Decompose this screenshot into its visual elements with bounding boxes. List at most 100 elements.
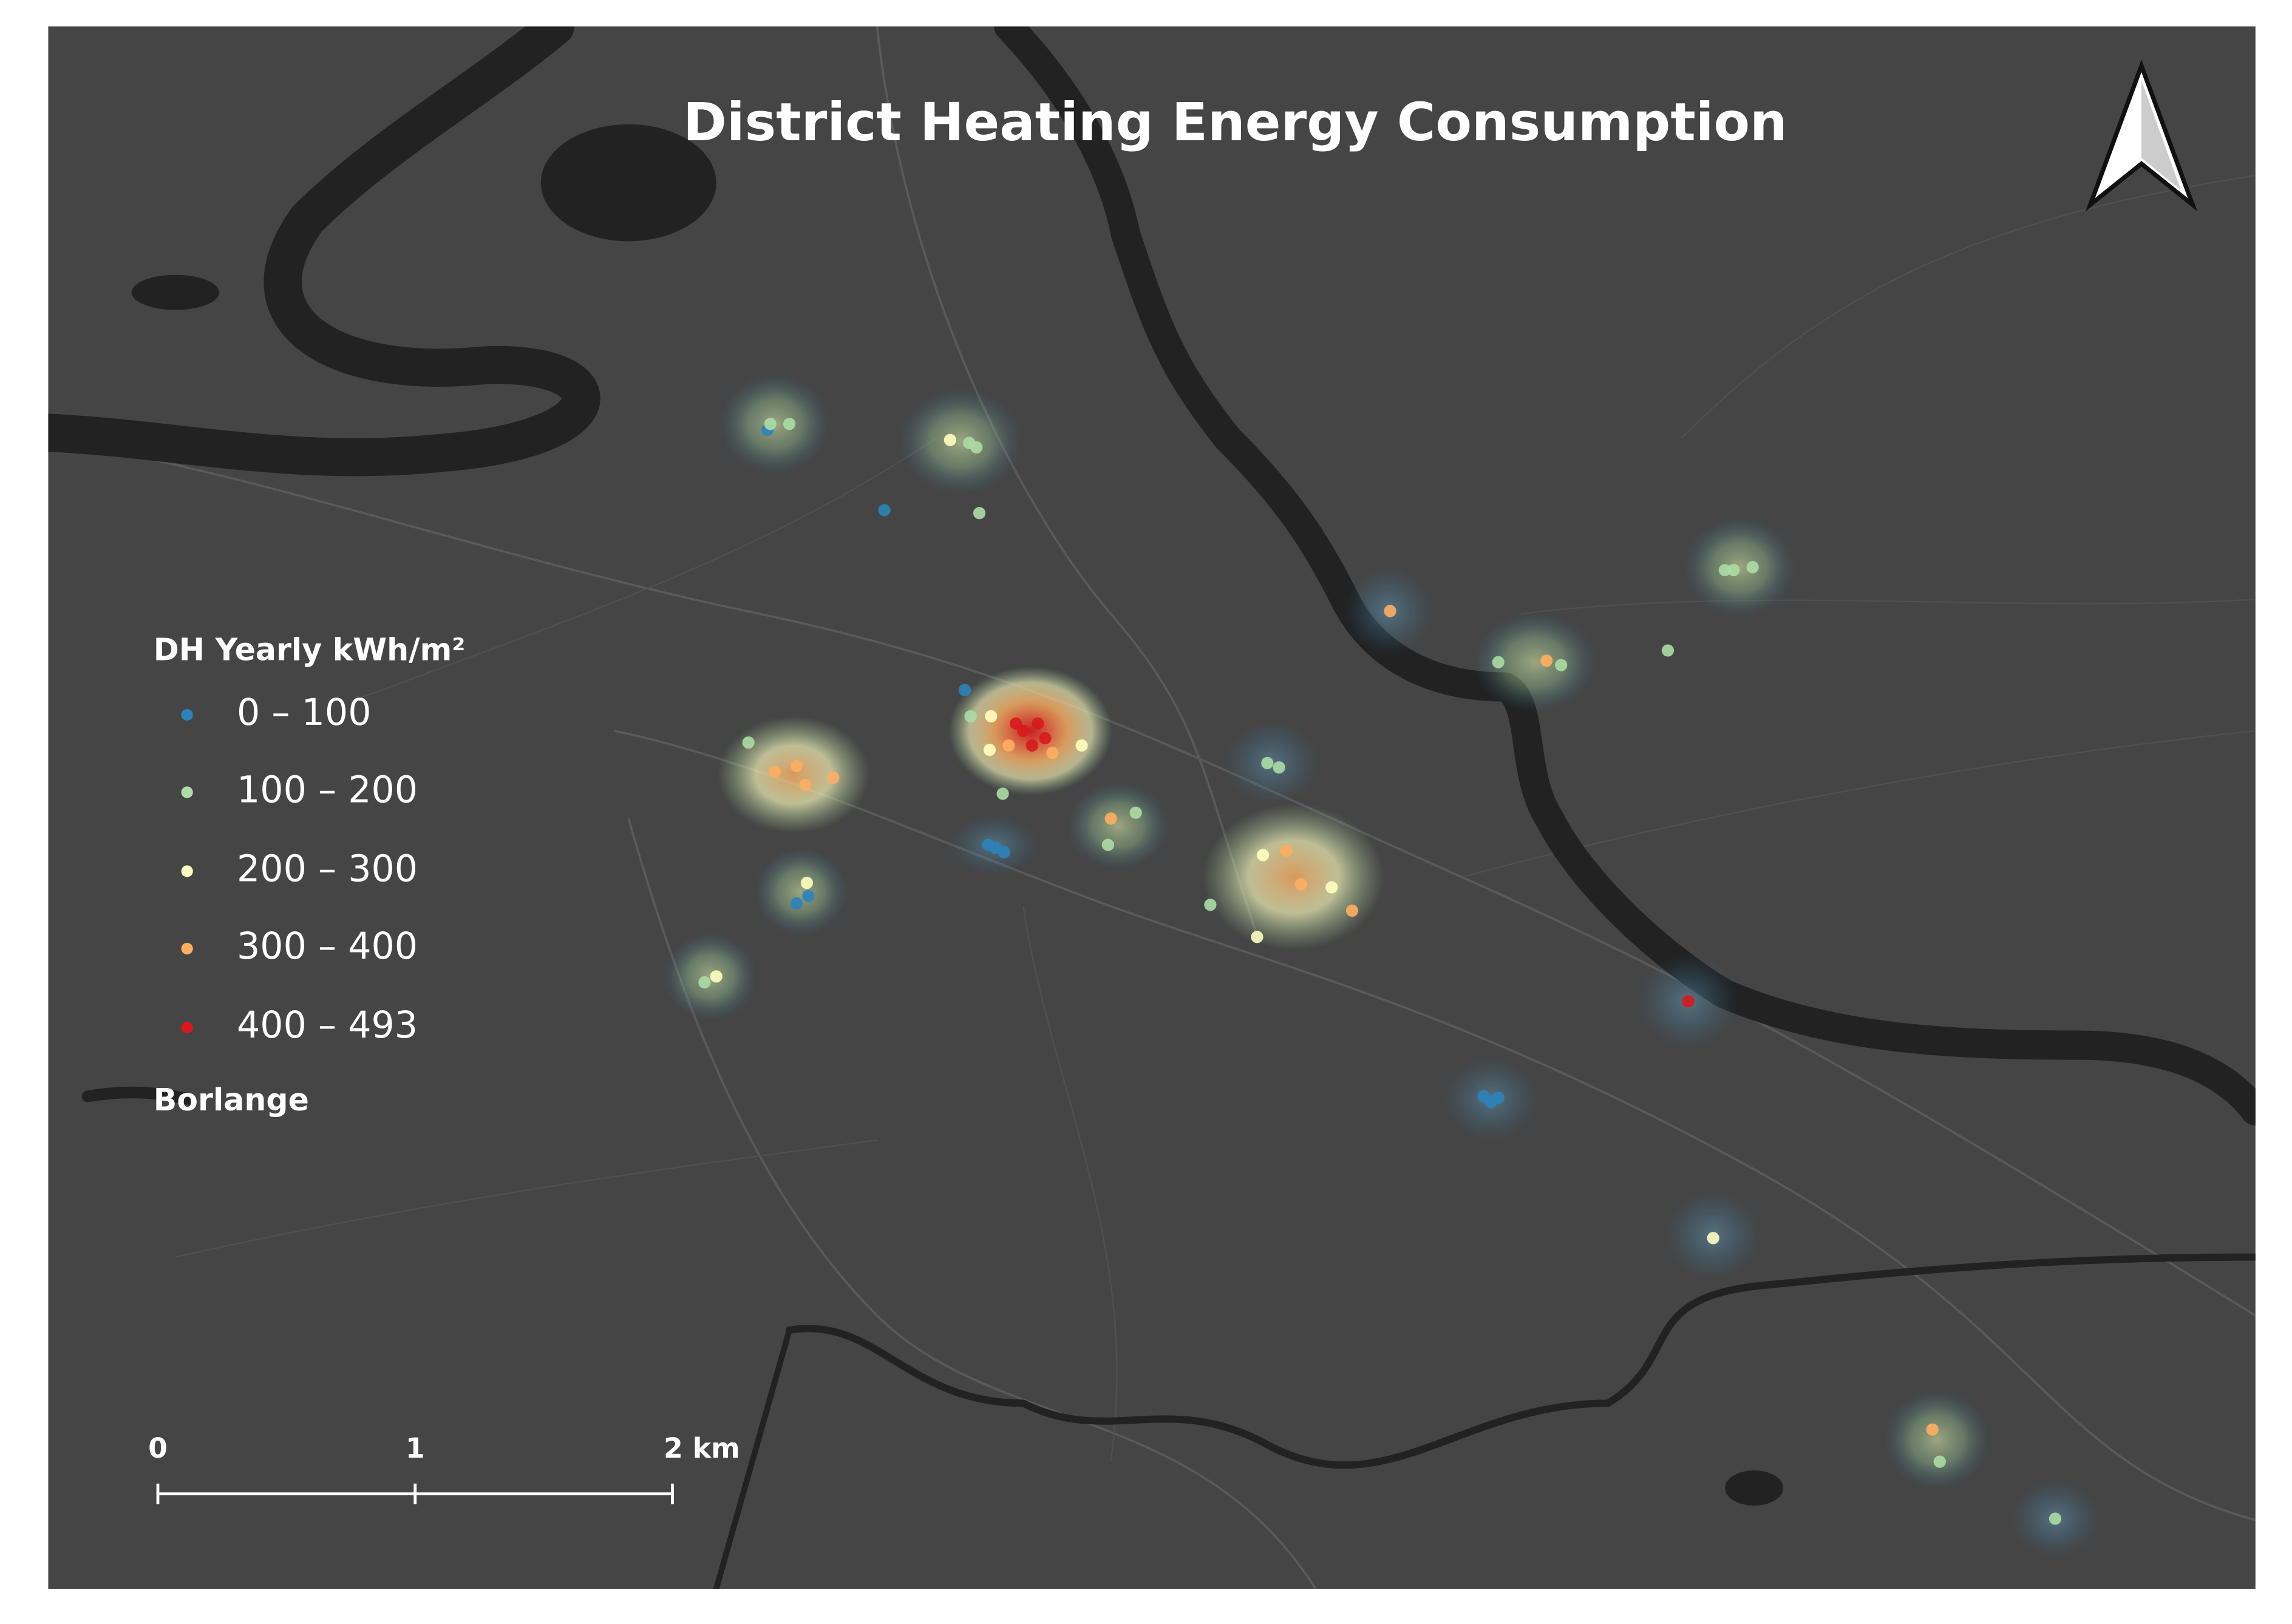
legend-label: 400 – 493 [237, 1004, 418, 1047]
building-point [790, 897, 803, 910]
legend-label: 100 – 200 [237, 769, 418, 812]
building-point [1325, 881, 1338, 894]
building-point [1104, 812, 1117, 825]
building-point [710, 970, 723, 983]
stream [81, 1086, 196, 1106]
road [613, 730, 2256, 1521]
heat-spot [1067, 782, 1170, 870]
building-point [1661, 644, 1675, 657]
stream [786, 1253, 2256, 1469]
building-point [768, 766, 781, 778]
building-point [964, 710, 977, 722]
heat-spot [754, 848, 848, 936]
heat-spot [1684, 517, 1795, 617]
legend-label: 0 – 100 [237, 691, 371, 734]
heat-spot [1203, 804, 1384, 951]
building-point [1727, 563, 1740, 577]
building-point [1746, 561, 1759, 574]
legend: 0 – 100 100 – 200 200 – 300 300 – 400 400 – … [181, 691, 418, 1047]
building-point [799, 778, 812, 792]
building-point [1933, 1455, 1946, 1468]
legend-title: DH Yearly kWh/m² [154, 631, 466, 667]
building-point [1718, 563, 1731, 577]
building-point [1484, 1096, 1497, 1109]
building-point [1101, 838, 1115, 851]
building-point [783, 418, 796, 430]
legend-label: 200 – 300 [237, 848, 418, 891]
building-point [1032, 717, 1044, 730]
scale-label: 2 km [664, 1432, 740, 1464]
basemap [48, 26, 2256, 1589]
building-point [2049, 1512, 2062, 1525]
building-point [998, 846, 1011, 858]
building-point [802, 889, 815, 903]
heat-spot [948, 666, 1113, 795]
building-point [764, 418, 777, 430]
map-title: District Heating Energy Consumption [683, 92, 1787, 153]
building-point [1926, 1423, 1939, 1436]
stream [713, 1327, 792, 1589]
building-point [1280, 844, 1293, 857]
building-point [958, 684, 971, 696]
legend-swatch [181, 708, 193, 721]
building-point [1025, 739, 1038, 752]
building-point [1251, 931, 1263, 943]
north-arrow [2085, 59, 2198, 212]
river [48, 26, 600, 477]
building-point [878, 504, 891, 517]
building-point [790, 759, 803, 772]
legend-swatch [181, 942, 193, 955]
heat-spot [718, 716, 870, 834]
building-point [1555, 659, 1568, 671]
building-point [698, 976, 711, 989]
legend-swatch [181, 786, 193, 798]
building-point [1039, 732, 1052, 745]
building-point [1010, 717, 1022, 730]
legend-label: 300 – 400 [237, 925, 418, 968]
building-point [944, 433, 957, 446]
building-point [1492, 656, 1505, 668]
road [1520, 599, 2256, 615]
building-point [1345, 904, 1359, 917]
building-point [970, 441, 983, 454]
north-arrow-shade [2141, 80, 2181, 191]
building-point [1261, 756, 1274, 769]
building-point [973, 507, 986, 520]
scale-bar: 0 1 2 km [148, 1432, 740, 1504]
lake [540, 124, 716, 242]
scale-label: 1 [406, 1432, 425, 1464]
road [1022, 906, 1118, 1462]
building-point [1129, 806, 1142, 819]
road [175, 1139, 877, 1258]
building-point [1540, 654, 1553, 667]
heat-spot [899, 389, 1022, 494]
lake [131, 274, 220, 310]
building-point [1384, 605, 1396, 617]
building-point [1204, 899, 1217, 911]
heat-spot [1884, 1390, 1990, 1490]
road [876, 26, 1259, 936]
building-point [1046, 746, 1059, 759]
building-point [983, 744, 996, 756]
building-point [1002, 739, 1015, 752]
building-point [1682, 995, 1695, 1008]
building-point [827, 771, 840, 784]
building-point [1075, 739, 1088, 752]
building-point [1707, 1232, 1719, 1245]
legend-layer: Borlange [154, 1082, 309, 1118]
road [48, 437, 2256, 1317]
building-point [742, 736, 755, 749]
scale-label: 0 [148, 1432, 168, 1464]
building-point [1294, 878, 1307, 891]
legend-swatch [181, 1021, 193, 1034]
road [350, 438, 936, 702]
building-point [1273, 761, 1285, 774]
building-point [800, 877, 814, 889]
lake [1724, 1470, 1784, 1506]
building-point [1256, 849, 1270, 861]
road [1680, 174, 2256, 440]
building-point [985, 710, 998, 722]
building-point [996, 787, 1009, 800]
